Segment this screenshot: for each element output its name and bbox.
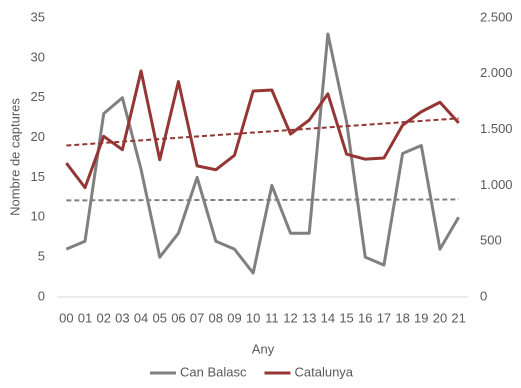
y-axis-label: Nombre de captures <box>7 98 22 216</box>
y2-tick-label: 2.500 <box>480 9 513 24</box>
y-tick-label: 30 <box>31 49 45 64</box>
x-tick-label: 05 <box>153 310 167 325</box>
y-tick-label: 5 <box>38 249 45 264</box>
x-tick-label: 06 <box>171 310 185 325</box>
x-tick-label: 01 <box>78 310 92 325</box>
x-tick-label: 04 <box>134 310 148 325</box>
series-line <box>65 32 460 275</box>
x-tick-label: 11 <box>265 310 279 325</box>
x-axis-label: Any <box>252 341 275 356</box>
x-tick-label: 17 <box>377 310 391 325</box>
x-tick-label: 08 <box>209 310 223 325</box>
y-tick-label: 35 <box>31 9 45 24</box>
legend-label: Can Balasc <box>180 364 247 379</box>
x-tick-label: 07 <box>190 310 204 325</box>
x-tick-label: 16 <box>358 310 372 325</box>
y-tick-label: 25 <box>31 89 45 104</box>
y-tick-label: 0 <box>38 288 45 303</box>
y2-tick-label: 0 <box>480 288 487 303</box>
legend-label: Catalunya <box>294 364 353 379</box>
x-tick-label: 00 <box>59 310 73 325</box>
x-tick-label: 14 <box>321 310 335 325</box>
trendline <box>66 198 459 202</box>
x-tick-label: 03 <box>115 310 129 325</box>
y-tick-label: 15 <box>31 169 45 184</box>
x-tick-label: 21 <box>451 310 465 325</box>
y2-tick-label: 1.000 <box>480 177 513 192</box>
x-tick-label: 09 <box>227 310 241 325</box>
trendline <box>66 117 459 147</box>
y-tick-label: 10 <box>31 209 45 224</box>
x-tick-label: 18 <box>395 310 409 325</box>
x-tick-label: 13 <box>302 310 316 325</box>
y2-tick-label: 1.500 <box>480 121 513 136</box>
y2-tick-label: 500 <box>480 233 502 248</box>
x-tick-label: 15 <box>339 310 353 325</box>
x-tick-label: 10 <box>246 310 260 325</box>
x-tick-label: 19 <box>414 310 428 325</box>
x-tick-label: 20 <box>433 310 447 325</box>
y-tick-label: 20 <box>31 129 45 144</box>
x-tick-label: 02 <box>96 310 110 325</box>
y2-tick-label: 2.000 <box>480 65 513 80</box>
series-line <box>65 69 460 190</box>
x-tick-label: 12 <box>283 310 297 325</box>
